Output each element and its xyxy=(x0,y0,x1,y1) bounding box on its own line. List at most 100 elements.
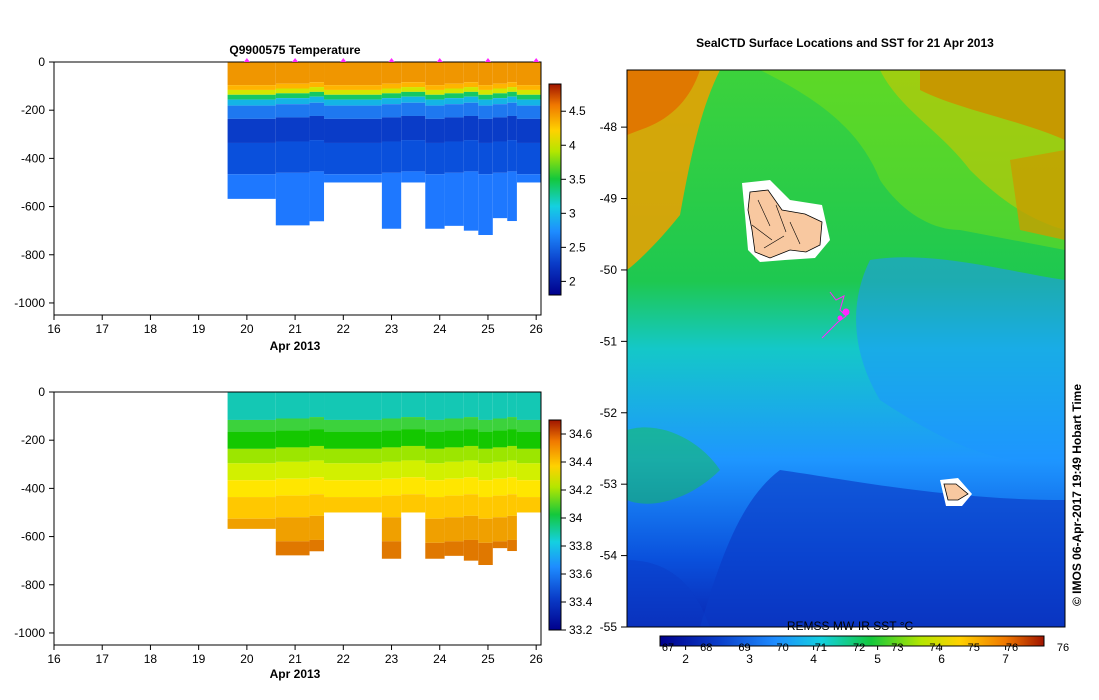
imos-side-label: © IMOS 06-Apr-2017 19:49 Hobart Time xyxy=(1070,384,1084,606)
temperature-cell xyxy=(425,85,445,90)
y-tick-label: 0 xyxy=(38,55,45,69)
temperature-cell xyxy=(463,87,479,92)
salinity-cell xyxy=(309,460,325,478)
profile-marker xyxy=(436,58,443,62)
temperature-cell xyxy=(275,88,310,94)
salinity-cell xyxy=(227,518,276,529)
temperature-cell xyxy=(444,93,464,99)
salinity-cell xyxy=(478,392,493,420)
temperature-cell xyxy=(478,174,493,236)
temperature-cell xyxy=(275,172,310,226)
temperature-cell xyxy=(516,118,541,143)
temperature-cell xyxy=(227,99,276,106)
profile-marker xyxy=(388,58,395,62)
salinity-cell xyxy=(381,392,402,419)
temperature-cell xyxy=(227,118,276,143)
x-tick-label: 19 xyxy=(192,322,206,336)
salinity-cell xyxy=(492,495,508,518)
salinity-cell xyxy=(478,448,493,464)
temperature-cell xyxy=(381,141,402,173)
salinity-cell xyxy=(425,431,445,449)
map-y-tick-label: -55 xyxy=(600,620,618,634)
salinity-cell xyxy=(516,448,541,464)
temperature-cell xyxy=(401,96,426,103)
temperature-cell xyxy=(401,171,426,183)
temperature-cell xyxy=(275,93,310,99)
temperature-cell xyxy=(275,141,310,173)
temperature-cell xyxy=(324,142,382,175)
colorbar-tick-label: 4.5 xyxy=(569,104,586,118)
y-tick-label: -1000 xyxy=(14,296,45,310)
salinity-cell xyxy=(478,542,493,566)
salinity-cell xyxy=(381,541,402,559)
temperature-section xyxy=(227,62,541,236)
temperature-cell xyxy=(324,94,382,100)
x-tick-label: 22 xyxy=(337,322,351,336)
salinity-cell xyxy=(444,430,464,448)
heard-island xyxy=(943,483,969,501)
salinity-cell xyxy=(401,392,426,418)
temperature-title: Q9900575 Temperature xyxy=(229,43,361,57)
sst-colorbar-bottom-tick: 4 xyxy=(810,652,817,666)
temperature-cell xyxy=(463,102,479,116)
colorbar-tick-label: 34.4 xyxy=(569,455,593,469)
temperature-cell xyxy=(492,172,508,219)
salinity-cell xyxy=(444,447,464,462)
temperature-cell xyxy=(507,115,517,141)
temperature-cell xyxy=(463,115,479,141)
temperature-cell xyxy=(478,99,493,106)
temperature-cell xyxy=(444,104,464,118)
sst-colorbar-bottom-tick: 5 xyxy=(874,652,881,666)
salinity-cell xyxy=(324,392,382,420)
x-tick-label: 26 xyxy=(529,322,543,336)
colorbar-tick-label: 4 xyxy=(569,138,576,152)
salinity-cell xyxy=(444,418,464,431)
salinity-cell xyxy=(227,448,276,464)
temperature-cell xyxy=(478,85,493,90)
temperature-cell xyxy=(507,91,517,97)
colorbar-tick-label: 33.2 xyxy=(569,623,593,637)
temperature-cell xyxy=(309,102,325,116)
temperature-cell xyxy=(227,62,276,86)
salinity-x-label: Apr 2013 xyxy=(270,667,321,681)
temperature-cell xyxy=(401,87,426,92)
temperature-cell xyxy=(478,142,493,175)
salinity-cell xyxy=(444,392,464,419)
y-tick-label: -1000 xyxy=(14,626,45,640)
temperature-cell xyxy=(444,141,464,173)
x-tick-label: 23 xyxy=(385,322,399,336)
temperature-cell xyxy=(516,62,541,86)
temperature-cell xyxy=(324,174,382,183)
salinity-cell xyxy=(507,445,517,461)
salinity-x-ticks: 16 17 18 19 20 21 22 23 24 25 26 xyxy=(47,645,543,666)
salinity-cell xyxy=(463,445,479,461)
temperature-cell xyxy=(463,171,479,231)
salinity-cell xyxy=(478,480,493,498)
x-tick-label: 20 xyxy=(240,322,254,336)
temperature-cell xyxy=(425,142,445,175)
salinity-cell xyxy=(324,497,382,513)
salinity-cell xyxy=(444,461,464,479)
temperature-cell xyxy=(425,174,445,229)
salinity-cell xyxy=(507,429,517,446)
sst-map-panel: SealCTD Surface Locations and SST for 21… xyxy=(600,36,1084,666)
temperature-cell xyxy=(478,118,493,143)
temperature-cell xyxy=(381,117,402,142)
temperature-cell xyxy=(516,94,541,100)
salinity-cell xyxy=(507,460,517,478)
temperature-cell xyxy=(324,118,382,143)
temperature-cell xyxy=(492,88,508,94)
temperature-cell xyxy=(492,83,508,89)
temperature-panel: Q9900575 Temperature 0 -200 -400 -600 -800 -1… xyxy=(14,43,586,353)
salinity-cell xyxy=(425,480,445,498)
colorbar-tick-label: 33.8 xyxy=(569,539,593,553)
temperature-cell xyxy=(381,93,402,99)
temperature-cell xyxy=(463,140,479,172)
temperature-cell xyxy=(463,91,479,97)
temperature-cell xyxy=(444,98,464,105)
x-tick-label: 26 xyxy=(529,652,543,666)
temperature-cell xyxy=(309,91,325,97)
temperature-colorbar xyxy=(548,83,562,296)
sst-map-frame xyxy=(626,69,1066,628)
sst-map-title: SealCTD Surface Locations and SST for 21… xyxy=(696,36,994,50)
